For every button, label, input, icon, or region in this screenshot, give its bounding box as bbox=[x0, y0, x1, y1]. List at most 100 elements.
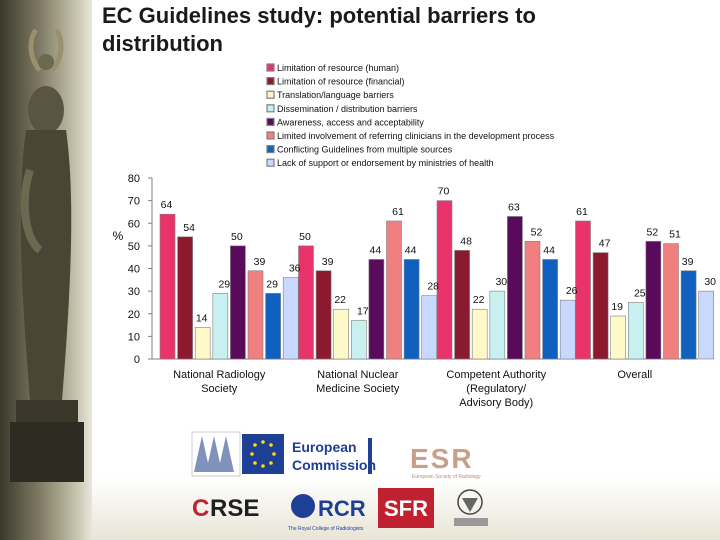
sidebar-image bbox=[0, 0, 92, 540]
y-tick-label: 60 bbox=[128, 218, 140, 230]
data-label: 22 bbox=[473, 294, 485, 306]
cirse-logo-c: C bbox=[192, 495, 209, 522]
chart-legend: Limitation of resource (human) Limitation… bbox=[266, 63, 555, 168]
bar bbox=[559, 299, 576, 360]
data-label: 29 bbox=[218, 278, 230, 290]
bar bbox=[592, 252, 609, 360]
legend-entry: Lack of support or endorsement by minist… bbox=[277, 158, 494, 168]
chart-data-labels: 64 50 70 61 54 39 48 47 14 22 22 19 29 17 30 25 50 44 63 52… bbox=[161, 186, 717, 325]
crest-logo bbox=[454, 489, 488, 526]
legend-entry: Limitation of resource (human) bbox=[277, 63, 399, 73]
rcr-logo: RCR The Royal College of Radiologists bbox=[288, 494, 366, 532]
bar bbox=[507, 216, 523, 360]
bar bbox=[489, 290, 506, 360]
data-label: 51 bbox=[669, 229, 681, 241]
rcr-logo-subtitle: The Royal College of Radiologists bbox=[288, 526, 364, 532]
x-tick-label: National Radiology Society bbox=[173, 369, 266, 395]
data-label: 61 bbox=[576, 206, 588, 218]
data-label: 17 bbox=[357, 306, 369, 318]
data-label: 39 bbox=[682, 256, 694, 268]
bar bbox=[350, 320, 367, 360]
x-tick-label: Overall bbox=[617, 369, 652, 381]
data-label: 64 bbox=[161, 199, 173, 211]
legend-swatch bbox=[266, 131, 275, 140]
data-label: 22 bbox=[334, 294, 346, 306]
data-label: 19 bbox=[611, 301, 623, 313]
data-label: 28 bbox=[427, 281, 439, 293]
bar bbox=[333, 308, 350, 360]
y-tick-label: 10 bbox=[128, 331, 140, 343]
bar bbox=[265, 293, 281, 360]
data-label: 44 bbox=[405, 244, 417, 256]
y-tick-label: 80 bbox=[128, 173, 140, 185]
data-label: 48 bbox=[460, 235, 472, 247]
bar bbox=[645, 241, 662, 360]
legend-entry: Conflicting Guidelines from multiple sou… bbox=[277, 145, 453, 155]
legend-swatch bbox=[266, 145, 275, 154]
sfr-logo-text: SFR bbox=[384, 496, 428, 521]
data-label: 14 bbox=[196, 312, 208, 324]
bar bbox=[230, 245, 246, 360]
statue-image bbox=[10, 28, 84, 482]
bar bbox=[315, 270, 332, 360]
data-label: 52 bbox=[531, 226, 543, 238]
data-label: 44 bbox=[370, 244, 382, 256]
y-axis-label: % bbox=[113, 229, 124, 243]
legend-entry: Translation/language barriers bbox=[277, 90, 394, 100]
legend-entry: Dissemination / distribution barriers bbox=[277, 104, 418, 114]
cirse-logo-rest: RSE bbox=[210, 495, 259, 522]
legend-swatch bbox=[266, 158, 275, 167]
data-label: 63 bbox=[508, 201, 520, 213]
chart-axes: 0 10 20 30 40 50 60 70 80% National Radiology Soci… bbox=[113, 173, 698, 409]
y-tick-label: 0 bbox=[134, 354, 140, 366]
legend-entry: Awareness, access and acceptability bbox=[277, 117, 424, 127]
bar bbox=[454, 250, 470, 360]
esr-logo-text: ESR bbox=[410, 443, 474, 474]
bar bbox=[368, 259, 385, 360]
bar bbox=[663, 243, 679, 360]
bar bbox=[680, 270, 697, 360]
data-label: 36 bbox=[289, 263, 301, 275]
data-label: 50 bbox=[299, 231, 311, 243]
bar bbox=[575, 220, 591, 360]
data-label: 39 bbox=[254, 256, 266, 268]
legend-swatch bbox=[266, 104, 275, 113]
ec-logo-line2: Commission bbox=[292, 457, 376, 473]
data-label: 25 bbox=[634, 287, 646, 299]
y-tick-label: 50 bbox=[128, 241, 140, 253]
rcr-logo-text: RCR bbox=[318, 496, 366, 521]
bar bbox=[610, 315, 627, 360]
data-label: 50 bbox=[231, 231, 243, 243]
bar bbox=[627, 302, 644, 360]
legend-swatch bbox=[266, 76, 275, 86]
bar bbox=[698, 290, 715, 360]
legend-swatch bbox=[266, 117, 275, 127]
bar bbox=[542, 259, 558, 360]
bar bbox=[436, 200, 453, 360]
esr-logo-subtitle: European Society of Radiology bbox=[412, 474, 481, 480]
data-label: 30 bbox=[704, 276, 716, 288]
y-tick-label: 30 bbox=[128, 286, 140, 298]
data-label: 52 bbox=[647, 226, 659, 238]
sponsor-logos: European Commission ESR European Society… bbox=[191, 431, 488, 532]
bar bbox=[386, 220, 402, 360]
bar bbox=[524, 241, 541, 360]
data-label: 29 bbox=[266, 278, 278, 290]
bar bbox=[159, 213, 176, 360]
sfr-logo: SFR bbox=[378, 488, 434, 528]
legend-entry: Limited involvement of referring clinici… bbox=[277, 131, 555, 141]
bar bbox=[177, 236, 193, 360]
legend-swatch bbox=[266, 90, 275, 99]
data-label: 30 bbox=[495, 276, 507, 288]
data-label: 54 bbox=[183, 222, 195, 234]
legend-entry: Limitation of resource (financial) bbox=[277, 77, 405, 87]
x-tick-label: Competent Authority (Regulatory/Advisory … bbox=[446, 369, 546, 409]
bar bbox=[247, 270, 264, 360]
data-label: 44 bbox=[543, 244, 555, 256]
data-label: 39 bbox=[322, 256, 334, 268]
bar bbox=[421, 295, 438, 360]
cirse-logo: C RSE bbox=[192, 495, 259, 522]
chart-bars bbox=[159, 200, 715, 360]
page-title: EC Guidelines study: potential barriers … bbox=[102, 3, 536, 56]
